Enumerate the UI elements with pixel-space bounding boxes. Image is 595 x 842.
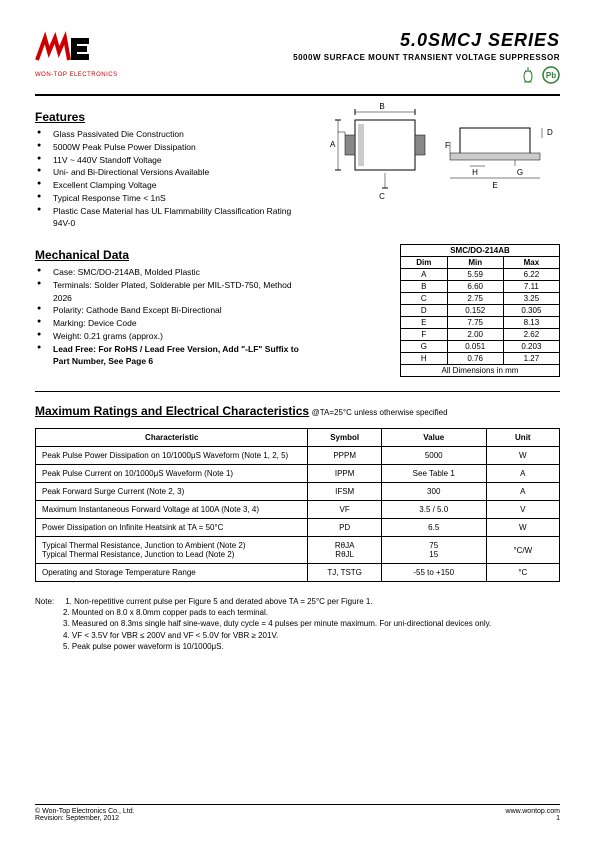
note-item: 5. Peak pulse power waveform is 10/1000μ… bbox=[63, 641, 560, 652]
page-header: WON-TOP ELECTRONICS 5.0SMCJ SERIES 5000W… bbox=[35, 30, 560, 86]
mechanical-list: Case: SMC/DO-214AB, Molded Plastic Termi… bbox=[35, 266, 308, 368]
note-item: 1. Non-repetitive current pulse per Figu… bbox=[65, 597, 372, 606]
ratings-col-header: Symbol bbox=[308, 429, 381, 447]
ratings-row: Peak Forward Surge Current (Note 2, 3)IF… bbox=[36, 483, 560, 501]
notes-label: Note: bbox=[35, 596, 63, 607]
mechanical-item: Terminals: Solder Plated, Solderable per… bbox=[35, 279, 308, 305]
features-list: Glass Passivated Die Construction 5000W … bbox=[35, 128, 308, 230]
logo-label: WON-TOP ELECTRONICS bbox=[35, 72, 118, 78]
dim-row: D0.1520.305 bbox=[401, 305, 560, 317]
dim-row: H0.761.27 bbox=[401, 353, 560, 365]
dim-label-h: H bbox=[472, 168, 478, 177]
section-divider bbox=[35, 391, 560, 392]
series-subtitle: 5000W SURFACE MOUNT TRANSIENT VOLTAGE SU… bbox=[293, 53, 560, 62]
rohs-icon: RoHS bbox=[519, 66, 537, 84]
notes-block: Note: 1. Non-repetitive current pulse pe… bbox=[35, 596, 560, 652]
pb-free-icon: Pb bbox=[542, 66, 560, 84]
dim-label-f: F bbox=[445, 141, 450, 150]
mechanical-item: Polarity: Cathode Band Except Bi-Directi… bbox=[35, 304, 308, 317]
note-item: 3. Measured on 8.3ms single half sine-wa… bbox=[63, 618, 560, 629]
ratings-row: Operating and Storage Temperature RangeT… bbox=[36, 564, 560, 582]
dim-label-b: B bbox=[379, 102, 384, 111]
dim-label-a: A bbox=[330, 140, 336, 149]
note-item: 2. Mounted on 8.0 x 8.0mm copper pads to… bbox=[63, 607, 560, 618]
dim-row: F2.002.62 bbox=[401, 329, 560, 341]
footer-company: © Won-Top Electronics Co., Ltd. bbox=[35, 808, 135, 815]
ratings-row: Maximum Instantaneous Forward Voltage at… bbox=[36, 501, 560, 519]
header-divider bbox=[35, 94, 560, 96]
mechanical-item: Weight: 0.21 grams (approx.) bbox=[35, 330, 308, 343]
features-heading: Features bbox=[35, 110, 308, 124]
dim-label-g: G bbox=[517, 168, 523, 177]
ratings-table: Characteristic Symbol Value Unit Peak Pu… bbox=[35, 428, 560, 582]
dimension-table: SMC/DO-214AB Dim Min Max A5.596.22 B6.60… bbox=[400, 244, 560, 377]
dim-col-header: Min bbox=[447, 257, 503, 269]
ratings-row: Power Dissipation on Infinite Heatsink a… bbox=[36, 519, 560, 537]
svg-text:Pb: Pb bbox=[546, 71, 556, 80]
ratings-row: Typical Thermal Resistance, Junction to … bbox=[36, 537, 560, 564]
mechanical-heading: Mechanical Data bbox=[35, 248, 308, 262]
features-row: Features Glass Passivated Die Constructi… bbox=[35, 100, 560, 230]
dim-row: E7.758.13 bbox=[401, 317, 560, 329]
dim-row: B6.607.11 bbox=[401, 281, 560, 293]
title-block: 5.0SMCJ SERIES 5000W SURFACE MOUNT TRANS… bbox=[293, 30, 560, 86]
svg-text:RoHS: RoHS bbox=[524, 80, 532, 84]
ratings-col-header: Characteristic bbox=[36, 429, 308, 447]
page-footer: © Won-Top Electronics Co., Ltd. Revision… bbox=[35, 804, 560, 822]
mechanical-item: Marking: Device Code bbox=[35, 317, 308, 330]
ratings-condition: @TA=25°C unless otherwise specified bbox=[312, 408, 448, 417]
logo-block: WON-TOP ELECTRONICS bbox=[35, 30, 118, 78]
company-logo bbox=[35, 30, 95, 70]
feature-item: Uni- and Bi-Directional Versions Availab… bbox=[35, 166, 308, 179]
series-title: 5.0SMCJ SERIES bbox=[293, 30, 560, 51]
feature-item: Glass Passivated Die Construction bbox=[35, 128, 308, 141]
note-item: 4. VF < 3.5V for VBR ≤ 200V and VF < 5.0… bbox=[63, 630, 560, 641]
footer-revision: Revision: September, 2012 bbox=[35, 815, 135, 822]
dim-label-e: E bbox=[492, 181, 497, 190]
certification-icons: RoHS Pb bbox=[293, 66, 560, 86]
mechanical-item: Case: SMC/DO-214AB, Molded Plastic bbox=[35, 266, 308, 279]
dim-label-d: D bbox=[547, 128, 553, 137]
footer-page: 1 bbox=[506, 815, 560, 822]
dim-col-header: Max bbox=[503, 257, 559, 269]
dim-row: G0.0510.203 bbox=[401, 341, 560, 353]
footer-url: www.wontop.com bbox=[506, 808, 560, 815]
ratings-section: Maximum Ratings and Electrical Character… bbox=[35, 404, 560, 582]
feature-item: Excellent Clamping Voltage bbox=[35, 179, 308, 192]
ratings-col-header: Value bbox=[381, 429, 486, 447]
ratings-col-header: Unit bbox=[486, 429, 559, 447]
feature-item: 11V ~ 440V Standoff Voltage bbox=[35, 154, 308, 167]
feature-item: Typical Response Time < 1nS bbox=[35, 192, 308, 205]
ratings-heading: Maximum Ratings and Electrical Character… bbox=[35, 404, 309, 418]
mechanical-item: Lead Free: For RoHS / Lead Free Version,… bbox=[35, 343, 308, 369]
dim-row: A5.596.22 bbox=[401, 269, 560, 281]
dim-col-header: Dim bbox=[401, 257, 448, 269]
ratings-row: Peak Pulse Current on 10/1000μS Waveform… bbox=[36, 465, 560, 483]
dim-table-footer: All Dimensions in mm bbox=[401, 365, 560, 377]
feature-item: Plastic Case Material has UL Flammabilit… bbox=[35, 205, 308, 231]
dim-label-c: C bbox=[379, 192, 385, 201]
package-drawing: A B C D F E bbox=[320, 100, 560, 205]
feature-item: 5000W Peak Pulse Power Dissipation bbox=[35, 141, 308, 154]
dim-table-caption: SMC/DO-214AB bbox=[401, 245, 560, 257]
ratings-row: Peak Pulse Power Dissipation on 10/1000μ… bbox=[36, 447, 560, 465]
dim-row: C2.753.25 bbox=[401, 293, 560, 305]
mechanical-row: Mechanical Data Case: SMC/DO-214AB, Mold… bbox=[35, 238, 560, 377]
